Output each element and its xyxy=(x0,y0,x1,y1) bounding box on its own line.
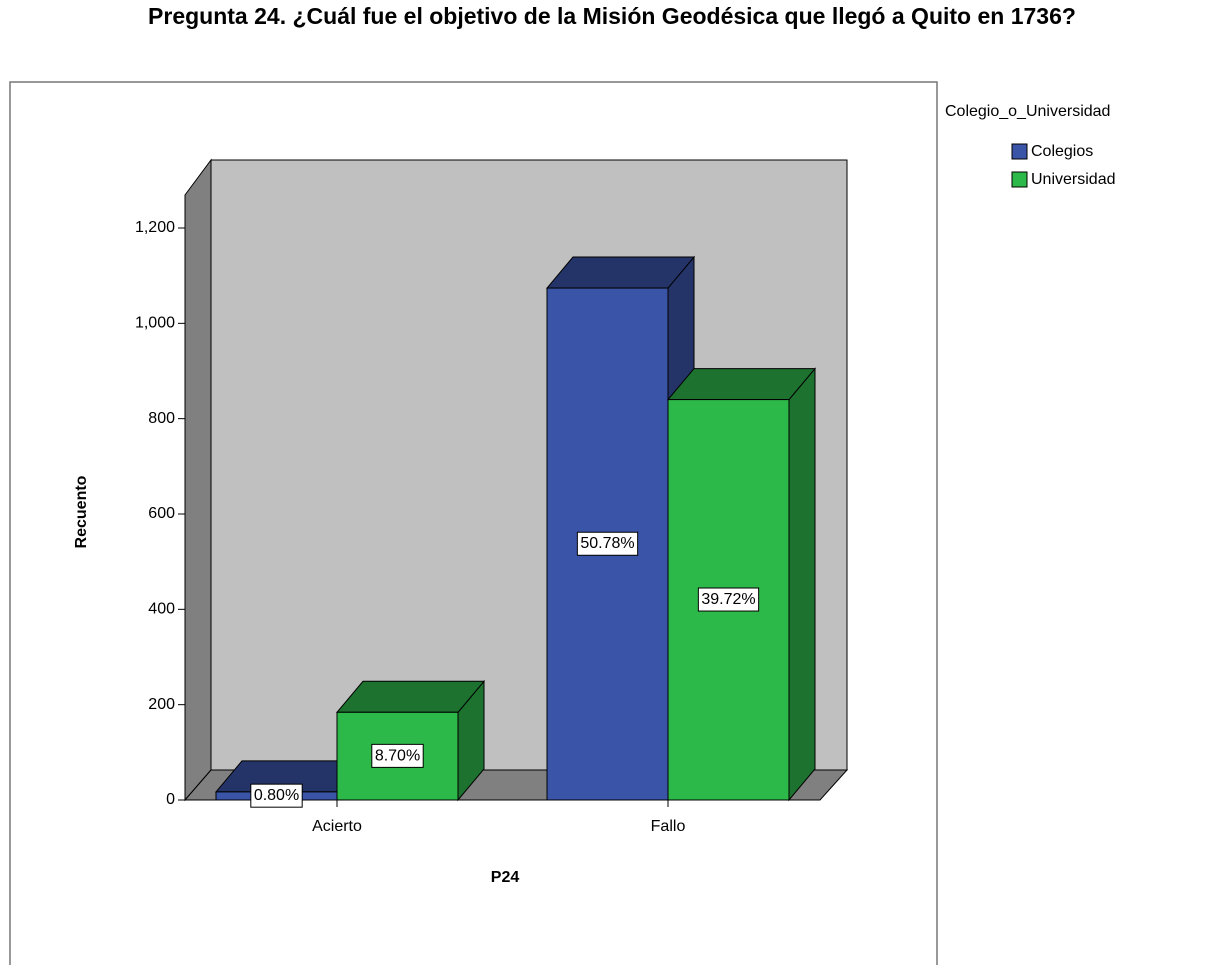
x-tick-label: Acierto xyxy=(312,818,362,835)
bar-top xyxy=(335,680,486,713)
value-label-box xyxy=(250,783,303,808)
y-axis-label: Recuento xyxy=(73,475,90,548)
chart-title: Pregunta 24. ¿Cuál fue el objetivo de la… xyxy=(148,3,1076,29)
value-label-box xyxy=(371,743,424,768)
y-tick-label: 200 xyxy=(148,696,175,713)
bar xyxy=(336,711,459,801)
legend-swatch xyxy=(1011,143,1028,160)
bar-top xyxy=(666,368,817,401)
legend-title: Colegio_o_Universidad xyxy=(945,103,1110,120)
y-tick-label: 800 xyxy=(148,410,175,427)
value-label-box xyxy=(576,531,639,556)
legend-label: Universidad xyxy=(1031,171,1115,188)
value-label: 50.78% xyxy=(580,535,634,552)
value-label: 0.80% xyxy=(254,787,299,804)
y-tick-label: 1,200 xyxy=(135,219,175,236)
legend-label: Colegios xyxy=(1031,143,1093,160)
x-tick-label: Fallo xyxy=(651,818,686,835)
value-label: 39.72% xyxy=(701,591,755,608)
bar-top xyxy=(545,256,696,289)
legend-swatch xyxy=(1011,171,1028,188)
side-wall xyxy=(184,158,212,802)
x-axis-label: P24 xyxy=(491,869,520,886)
y-tick-label: 400 xyxy=(148,601,175,618)
y-tick-label: 600 xyxy=(148,505,175,522)
bar-side xyxy=(788,367,816,802)
value-label-box xyxy=(697,587,760,612)
chart-frame xyxy=(9,81,938,965)
y-tick-label: 1,000 xyxy=(135,315,175,332)
y-tick-label: 0 xyxy=(166,791,175,808)
value-label: 8.70% xyxy=(375,747,420,764)
